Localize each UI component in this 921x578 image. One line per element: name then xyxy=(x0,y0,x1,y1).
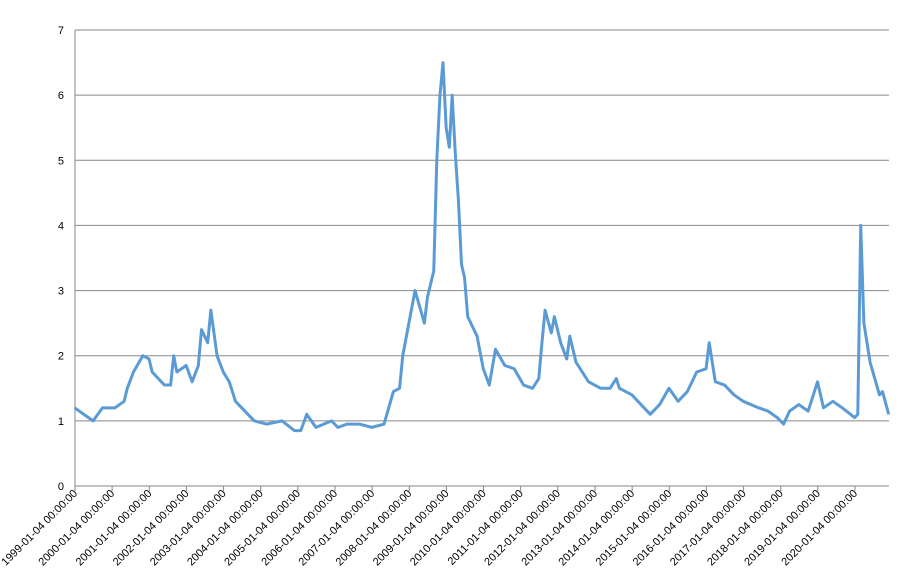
x-tick-label: 2020-01-04 00:00:00 xyxy=(779,488,860,569)
y-tick-label: 2 xyxy=(58,351,64,363)
y-tick-label: 5 xyxy=(58,155,64,167)
y-tick-label: 4 xyxy=(58,220,64,232)
data-line xyxy=(73,61,891,433)
y-tick-label: 3 xyxy=(58,286,64,298)
y-tick-label: 0 xyxy=(58,481,64,493)
y-tick-label: 1 xyxy=(58,416,64,428)
y-tick-label: 6 xyxy=(58,90,64,102)
y-tick-label: 7 xyxy=(58,25,64,37)
